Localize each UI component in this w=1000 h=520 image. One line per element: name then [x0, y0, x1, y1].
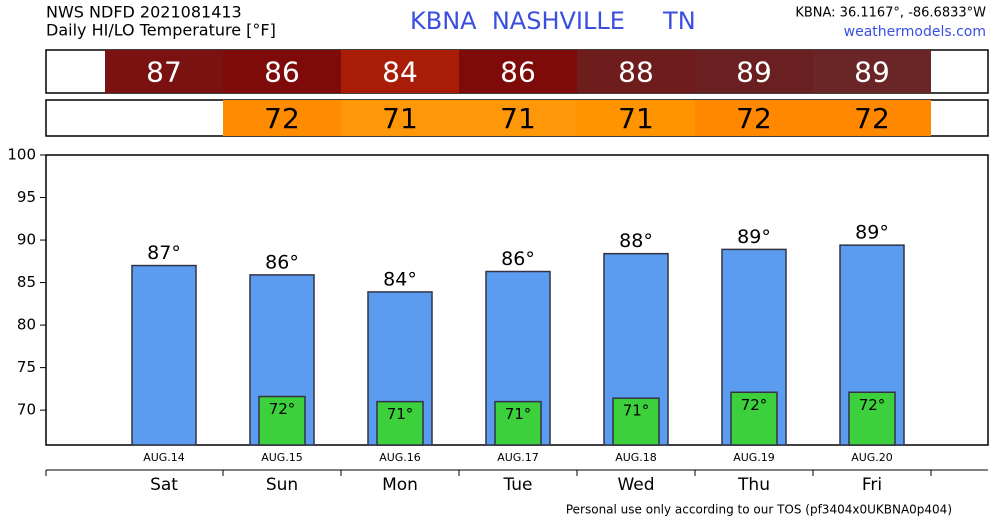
- x-tick-label: Thu: [737, 475, 770, 495]
- x-tick-label: Wed: [617, 475, 654, 495]
- strip-label: 86: [264, 56, 300, 89]
- y-tick-label: 100: [7, 146, 36, 164]
- bar: [612, 397, 660, 446]
- x-tick-label: Tue: [502, 475, 532, 495]
- value-label: 72°: [859, 396, 886, 414]
- x-tick-label: Mon: [382, 475, 418, 495]
- strip-label: 71: [618, 102, 654, 135]
- date-label: AUG.17: [497, 451, 539, 464]
- strip-cell: [341, 100, 459, 136]
- footer: Personal use only according to our TOS (…: [566, 503, 952, 517]
- bar: [131, 264, 197, 446]
- bar: [376, 400, 424, 446]
- value-label: 87°: [147, 242, 181, 264]
- date-label: AUG.20: [851, 451, 893, 464]
- y-tick-label: 95: [17, 188, 36, 206]
- x-tick-label: Fri: [862, 475, 882, 495]
- strip-label: 71: [500, 102, 536, 135]
- value-label: 84°: [383, 268, 417, 290]
- date-label: AUG.18: [615, 451, 657, 464]
- strip-cell: [577, 50, 695, 93]
- y-tick-label: 75: [17, 358, 36, 376]
- x-tick-label: Sat: [150, 475, 178, 495]
- strip-label: 87: [146, 56, 182, 89]
- strip-label: 71: [382, 102, 418, 135]
- site: weathermodels.com: [844, 24, 986, 40]
- date-label: AUG.15: [261, 451, 303, 464]
- strip-cell: [105, 50, 223, 93]
- strip-label: 89: [854, 56, 890, 89]
- strip-cell: [223, 100, 341, 136]
- strip-label: 86: [500, 56, 536, 89]
- date-label: AUG.19: [733, 451, 775, 464]
- bar: [258, 395, 306, 446]
- strip-cell: [459, 50, 577, 93]
- bar: [848, 391, 896, 446]
- strip-cell: [813, 50, 931, 93]
- value-label: 72°: [269, 400, 296, 418]
- value-label: 71°: [505, 405, 532, 423]
- value-label: 86°: [501, 248, 535, 270]
- strip-cell: [459, 100, 577, 136]
- strip-label: 72: [736, 102, 772, 135]
- value-label: 89°: [737, 226, 771, 248]
- value-label: 72°: [741, 396, 768, 414]
- coords: KBNA: 36.1167°, -86.6833°W: [795, 6, 986, 21]
- y-tick-label: 90: [17, 231, 36, 249]
- chart-title: NWS NDFD 2021081413: [46, 3, 242, 22]
- strip-cell: [341, 50, 459, 93]
- station: KBNA NASHVILLE TN: [410, 7, 696, 35]
- value-label: 71°: [387, 405, 414, 423]
- y-tick-label: 85: [17, 273, 36, 291]
- value-label: 86°: [265, 251, 299, 273]
- strip-label: 89: [736, 56, 772, 89]
- strip-label: 72: [854, 102, 890, 135]
- strip-cell: [223, 50, 341, 93]
- y-tick-label: 80: [17, 316, 36, 334]
- strip-cell: [813, 100, 931, 136]
- x-tick-label: Sun: [266, 475, 298, 495]
- value-label: 89°: [855, 222, 889, 244]
- strip-cell: [695, 100, 813, 136]
- date-label: AUG.14: [143, 451, 185, 464]
- date-label: AUG.16: [379, 451, 421, 464]
- strip-label: 88: [618, 56, 654, 89]
- strip-label: 72: [264, 102, 300, 135]
- strip-cell: [695, 50, 813, 93]
- bar: [494, 400, 542, 446]
- value-label: 88°: [619, 230, 653, 252]
- bar: [730, 391, 778, 446]
- strip-cell: [577, 100, 695, 136]
- y-tick-label: 70: [17, 401, 36, 419]
- value-label: 71°: [623, 402, 650, 420]
- chart-subtitle: Daily HI/LO Temperature [°F]: [46, 21, 276, 40]
- strip-label: 84: [382, 56, 418, 89]
